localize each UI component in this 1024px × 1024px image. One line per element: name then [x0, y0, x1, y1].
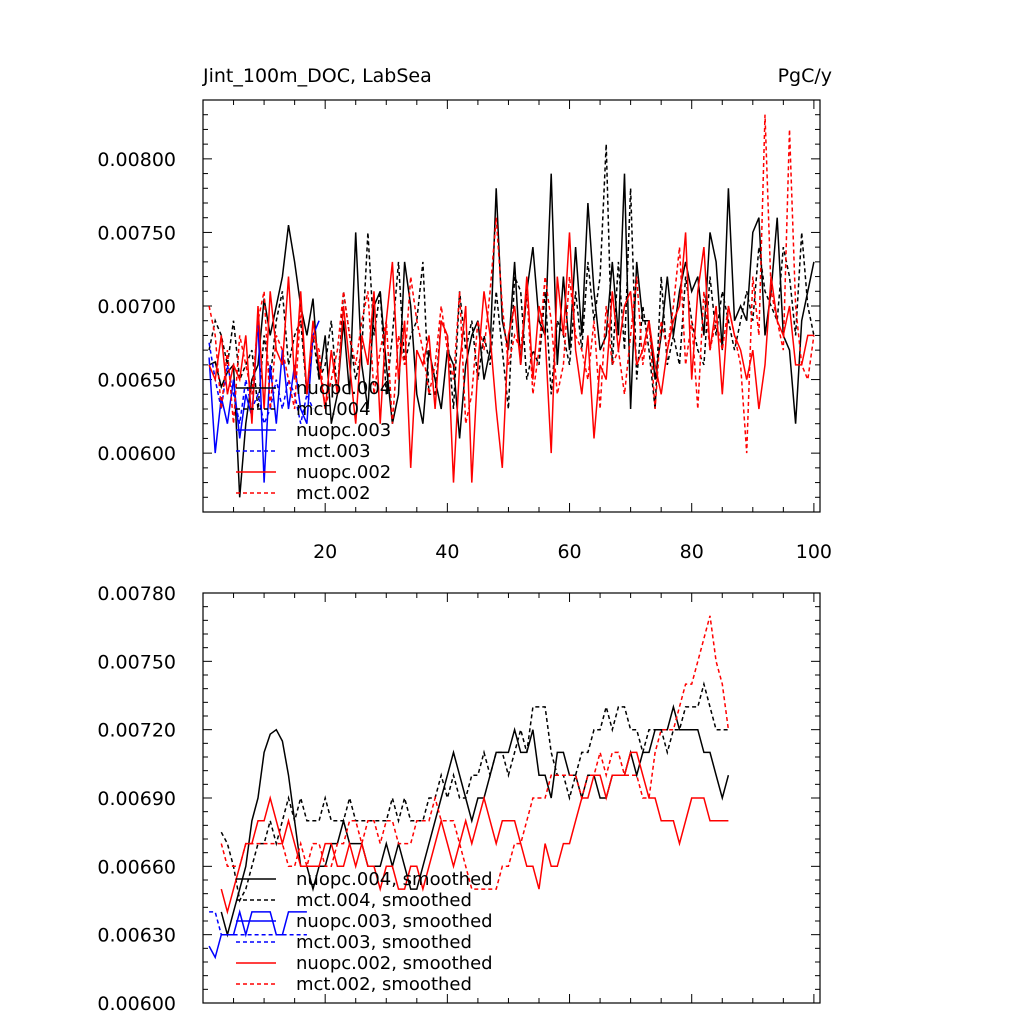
- legend-label: nuopc.002, smoothed: [296, 953, 493, 974]
- x-tick-label: 60: [557, 541, 581, 563]
- legend-label: mct.002: [296, 483, 371, 504]
- series-line-mct-002-smoothed: [220, 615, 730, 890]
- series-line-nuopc-003: [208, 320, 320, 483]
- legend-label: mct.004, smoothed: [296, 890, 472, 911]
- series-line-mct-002: [208, 114, 815, 454]
- chart-units-label: PgC/y: [778, 65, 832, 87]
- chart-title-left: Jint_100m_DOC, LabSea: [202, 65, 432, 87]
- x-tick-label: 20: [313, 541, 337, 563]
- y-tick-label: 0.00700: [97, 296, 176, 318]
- legend-label: mct.004: [296, 399, 371, 420]
- y-tick-label: 0.00800: [97, 149, 176, 171]
- bottom-panel: 0.00600 0.00630 0.00660 0.00690 0.00720 0.007…: [97, 583, 821, 1015]
- x-tick-label: 80: [680, 541, 704, 563]
- y-tick-label: 0.00720: [97, 720, 176, 742]
- legend-label: mct.003, smoothed: [296, 932, 472, 953]
- x-tick-label: 100: [796, 541, 832, 563]
- series-line-nuopc-002: [208, 232, 814, 483]
- series-line-nuopc-003-smoothed: [208, 909, 307, 960]
- legend-label: nuopc.003, smoothed: [296, 911, 493, 932]
- series-line-mct-004: [208, 144, 815, 410]
- legend-label: nuopc.003: [296, 420, 391, 441]
- y-tick-label: 0.00750: [97, 222, 176, 244]
- y-tick-label: 0.00780: [97, 583, 176, 605]
- series-line-mct-004-smoothed: [220, 681, 729, 903]
- legend: nuopc.004mct.004nuopc.003mct.003nuopc.00…: [236, 378, 391, 504]
- legend-label: mct.002, smoothed: [296, 974, 472, 995]
- y-tick-label: 0.00630: [97, 925, 176, 947]
- legend-label: nuopc.002: [296, 462, 391, 483]
- y-tick-label: 0.00600: [97, 993, 176, 1015]
- top-panel: Jint_100m_DOC, LabSea PgC/y 20 40 60 80 100 0…: [97, 65, 832, 563]
- series-line-mct-003-smoothed: [209, 911, 307, 936]
- y-tick-label: 0.00750: [97, 651, 176, 673]
- y-tick-label: 0.00650: [97, 370, 176, 392]
- y-tick-label: 0.00600: [97, 443, 176, 465]
- y-tick-label: 0.00660: [97, 856, 176, 878]
- legend-label: nuopc.004, smoothed: [296, 869, 493, 890]
- x-tick-label: 40: [435, 541, 459, 563]
- legend-label: nuopc.004: [296, 378, 391, 399]
- legend-label: mct.003: [296, 441, 371, 462]
- series-line-nuopc-004: [208, 173, 815, 498]
- y-tick-label: 0.00690: [97, 788, 176, 810]
- series-line-nuopc-002-smoothed: [220, 751, 729, 915]
